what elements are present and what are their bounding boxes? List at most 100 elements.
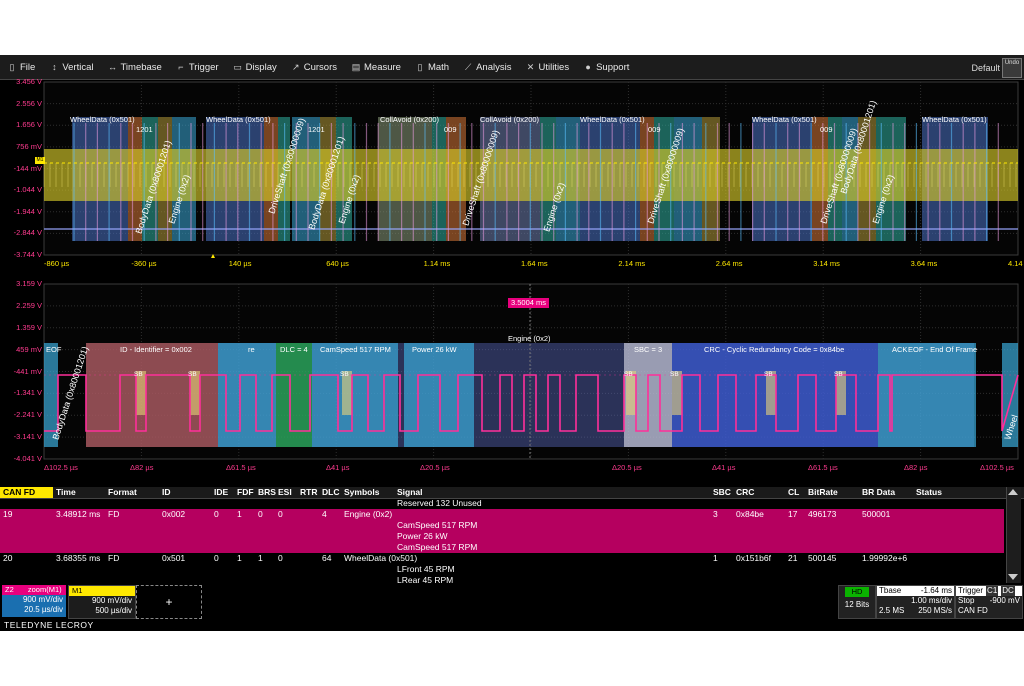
column-header[interactable]: FDF: [237, 487, 254, 497]
trigger-descriptor[interactable]: Trigger C1 DC Stop -900 mV CAN FD: [955, 585, 1023, 619]
frame-label: WheelData (0x501): [70, 115, 135, 124]
menu-timebase[interactable]: ↔ Timebase: [100, 55, 168, 79]
display-icon: ▭: [233, 61, 242, 72]
decode-field-label: SBC = 3: [634, 345, 663, 354]
decode-field-label: CamSpeed 517 RPM: [320, 345, 391, 354]
stuff-bit-label: SB: [764, 371, 773, 378]
scroll-down-icon[interactable]: [1008, 574, 1018, 580]
delta-time-label: Δ41 µs: [712, 463, 736, 472]
menu-analysis[interactable]: ⟋ Analysis: [456, 55, 518, 79]
decode-field: [312, 343, 398, 447]
stuff-bit: [190, 371, 200, 415]
cell-ide: 0: [214, 553, 219, 563]
column-header[interactable]: CRC: [736, 487, 755, 497]
acquisition-hd-tile[interactable]: HD 12 Bits: [838, 585, 876, 619]
column-header[interactable]: ID: [162, 487, 171, 497]
delta-time-label: Δ20.5 µs: [612, 463, 642, 472]
stuff-bit: [672, 371, 682, 415]
add-trace-button[interactable]: +: [136, 585, 202, 619]
default-setup-label[interactable]: Default: [971, 63, 1000, 73]
menu-cursors[interactable]: ↗ Cursors: [284, 55, 344, 79]
x-axis-label: 2.64 ms: [715, 259, 743, 268]
m1-trace-descriptor[interactable]: M1 900 mV/div 500 µs/div: [68, 585, 136, 619]
cell-cl: 21: [788, 553, 798, 563]
column-header[interactable]: DLC: [322, 487, 340, 497]
memory-depth: 2.5 MS: [879, 606, 905, 615]
trigger-position-marker: [211, 254, 215, 258]
z2-trace-descriptor[interactable]: Z2 zoom(M1) 900 mV/div 20.5 µs/div: [2, 585, 66, 617]
column-header[interactable]: Format: [108, 487, 137, 497]
column-header[interactable]: BR Data: [862, 487, 896, 497]
x-axis-label: 3.64 ms: [910, 259, 938, 268]
cell-brdata: 500001: [862, 509, 891, 519]
menu-label: File: [20, 61, 36, 73]
column-header[interactable]: Time: [56, 487, 76, 497]
undo-button[interactable]: Undo: [1002, 58, 1022, 78]
cell-format: FD: [108, 509, 120, 519]
menu-display[interactable]: ▭ Display: [226, 55, 284, 79]
m1-tdiv: 500 µs/div: [95, 606, 132, 615]
sample-rate: 250 MS/s: [918, 606, 952, 615]
trigger-mode: Stop: [958, 596, 975, 605]
vertical-icon: ↕: [52, 62, 57, 72]
x-axis-label: 140 µs: [228, 259, 252, 268]
cell-brs: 0: [258, 509, 263, 519]
cell-cl: 17: [788, 509, 798, 519]
frame-id-tag: 009: [820, 125, 833, 134]
menu-file[interactable]: ▯ File: [0, 55, 42, 79]
cell-fdf: 1: [237, 553, 242, 563]
x-axis-label: -860 µs: [44, 259, 70, 268]
menu-label: Trigger: [188, 61, 219, 73]
column-header[interactable]: BRS: [258, 487, 276, 497]
stuff-bit-label: SB: [134, 371, 143, 378]
cell-signal: LFront 45 RPM: [397, 564, 455, 574]
cell-format: FD: [108, 553, 120, 563]
column-header[interactable]: BitRate: [808, 487, 838, 497]
y-axis-label: 2.556 V: [16, 98, 42, 108]
cell-time: 3.68355 ms: [56, 553, 101, 563]
stuff-bit-label: SB: [340, 371, 349, 378]
bit-depth: 12 Bits: [844, 600, 870, 609]
cell-fdf: 1: [237, 509, 242, 519]
decode-field: [878, 343, 892, 447]
cell-idx: 20: [3, 553, 13, 563]
engine-frame-title: Engine (0x2): [508, 334, 551, 343]
menu-utilities[interactable]: ✕ Utilities: [518, 55, 576, 79]
column-header[interactable]: Status: [916, 487, 942, 497]
frame-label: WheelData (0x501): [206, 115, 271, 124]
timebase-descriptor[interactable]: Tbase -1.64 ms 1.00 ms/div 2.5 MS 250 MS…: [876, 585, 955, 619]
column-header[interactable]: Signal: [397, 487, 423, 497]
column-header[interactable]: IDE: [214, 487, 229, 497]
table-row-selected[interactable]: [0, 509, 1004, 553]
decode-field-label: DLC = 4: [280, 345, 308, 354]
zoom-time-tag[interactable]: 3.5004 ms: [508, 298, 550, 308]
scroll-up-icon[interactable]: [1008, 489, 1018, 495]
delta-time-label: Δ61.5 µs: [808, 463, 838, 472]
table-row[interactable]: [0, 553, 1004, 583]
menu-trigger[interactable]: ⌐ Trigger: [169, 55, 226, 79]
y-axis-label: -144 mV: [13, 163, 42, 173]
column-header[interactable]: ESI: [278, 487, 292, 497]
stuff-bit-label: SB: [670, 371, 679, 378]
column-header[interactable]: RTR: [300, 487, 318, 497]
z2-zoom-grid[interactable]: 3.159 V 2.259 V 1.359 V 459 mV -441 mV -1.341…: [0, 281, 1024, 477]
menu-measure[interactable]: ▤ Measure: [344, 55, 408, 79]
column-header[interactable]: SBC: [713, 487, 731, 497]
menu-support[interactable]: ● Support: [576, 55, 636, 79]
trigger-coupling: DC: [1001, 586, 1015, 596]
analysis-icon: ⟋: [464, 61, 472, 72]
trigger-label: Trigger: [958, 586, 984, 595]
can-fd-decode-table[interactable]: CAN FD Time Format ID IDE FDF BRS ESI RTR DLC Symb…: [0, 487, 1024, 585]
stuff-bit: [342, 371, 352, 415]
delta-time-label: Δ41 µs: [326, 463, 350, 472]
menu-vertical[interactable]: ↕ Vertical: [42, 55, 100, 79]
frame-label: CollAvoid (0x200): [480, 115, 540, 124]
delta-time-label: Δ102.5 µs: [980, 463, 1014, 472]
cell-id: 0x501: [162, 553, 186, 563]
table-scrollbar[interactable]: [1006, 487, 1021, 583]
column-header[interactable]: Symbols: [344, 487, 380, 497]
cell-sbc: 3: [713, 509, 718, 519]
m1-waveform-grid[interactable]: 3.456 V 2.556 V 1.656 V 756 mV -144 mV -1.044…: [0, 79, 1024, 269]
column-header[interactable]: CL: [788, 487, 800, 497]
menu-math[interactable]: ▯ Math: [408, 55, 456, 79]
